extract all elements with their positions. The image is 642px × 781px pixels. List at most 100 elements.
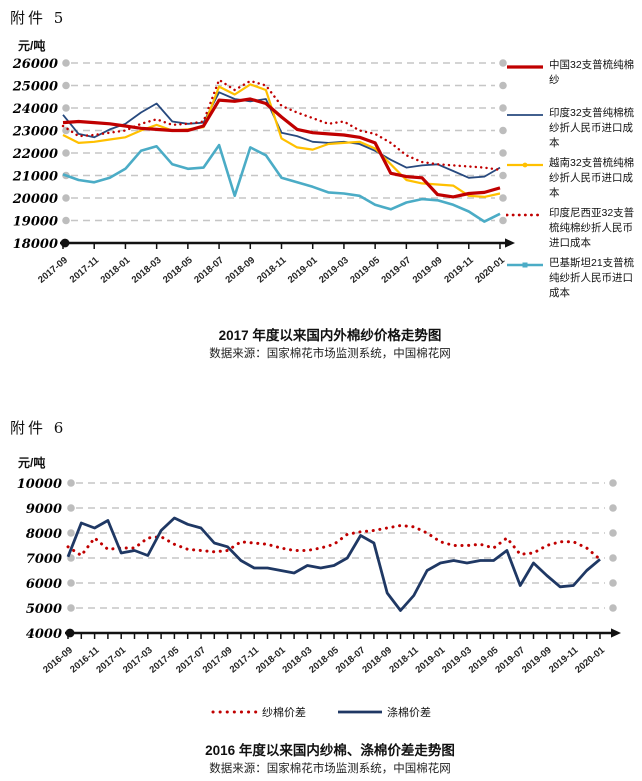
legend-line-sample [507, 162, 543, 168]
x-axis-label: 2016-09 [41, 645, 75, 676]
series-line-0 [62, 97, 501, 199]
gridline-right-dot [609, 554, 617, 562]
x-axis-label: 2017-09 [201, 645, 235, 676]
legend-label: 越南32支普梳纯棉纱折人民币进口成本 [549, 157, 635, 199]
y-axis-tick-label: 7000 [26, 552, 62, 567]
y-axis-tick-label: 5000 [26, 602, 62, 617]
y-axis-tick-label: 9000 [26, 502, 62, 517]
y-axis-tick-label: 20000 [12, 192, 58, 207]
gridline-right-dot [609, 479, 617, 487]
y-axis-tick-label: 18000 [13, 237, 58, 252]
legend-line-sample [507, 65, 543, 69]
legend-label: 涤棉价差 [387, 707, 431, 719]
gridline-right-dot [499, 216, 507, 225]
y-axis-tick-label: 8000 [26, 527, 62, 542]
legend-line-sample [338, 710, 382, 714]
chart1-title: 2017 年度以来国内外棉纱价格走势图 [218, 328, 442, 343]
x-axis-label: 2020-01 [473, 254, 507, 285]
axis-origin-dot [65, 628, 75, 638]
series-line-1 [62, 91, 501, 179]
chart2-unit-label: 元/吨 [18, 456, 46, 470]
x-axis-label: 2019-11 [442, 254, 476, 285]
legend-sample-marker [522, 262, 528, 268]
x-axis-arrow [505, 238, 515, 248]
legend-line-sample [506, 213, 544, 217]
chart1-unit-label: 元/吨 [18, 39, 46, 53]
x-axis-label: 2019-09 [411, 255, 445, 286]
gridline-right-dot [499, 194, 507, 202]
price-spread-line-chart: 100009000800070006000500040002016-092016… [17, 477, 621, 676]
chart2-legend: 纱棉价差 涤棉价差 [0, 704, 642, 720]
x-axis-label: 2018-07 [192, 255, 226, 286]
yarn-price-line-chart: 26000 25000 24000 23000 22000 21000 20000 19000… [12, 57, 515, 286]
legend-item: 越南32支普梳纯棉纱折人民币进口成本 [506, 156, 642, 201]
gridline-left-dot [67, 529, 75, 537]
x-axis-label: 2018-09 [223, 255, 257, 286]
y-axis-tick-label: 26000 [12, 57, 58, 72]
series-line-4 [62, 143, 501, 223]
legend-label: 纱棉价差 [262, 707, 306, 719]
gridline-left-dot [67, 604, 75, 612]
gridline-left-dot [62, 194, 70, 202]
gridline-left-dot [67, 479, 75, 487]
legend-item: 中国32支普梳纯棉纱 [506, 58, 642, 88]
x-axis-label: 2019-05 [348, 254, 382, 285]
axis-origin-dot [60, 238, 70, 248]
gridline-right-dot [499, 59, 507, 67]
legend-label: 印度尼西亚32支普梳纯棉纱折人民币进口成本 [549, 207, 635, 249]
x-axis-label: 2018-09 [360, 645, 394, 676]
y-axis-tick-label: 22000 [12, 147, 58, 162]
gridline-right-dot [609, 504, 617, 512]
gridline-right-dot [499, 171, 507, 180]
gridline-left-dot [62, 104, 70, 112]
x-axis-label: 2019-07 [379, 255, 413, 286]
y-axis-tick-label: 6000 [26, 577, 62, 592]
gridline-left-dot [62, 126, 70, 135]
gridline-left-dot [62, 216, 70, 225]
legend-label: 巴基斯坦21支普梳纯纱折人民币进口成本 [549, 257, 635, 299]
x-axis-label: 2017-11 [68, 254, 102, 285]
series-line-1 [66, 516, 601, 612]
gridline-left-dot [62, 81, 70, 90]
x-axis-label: 2018-11 [255, 254, 289, 285]
gridline-right-dot [499, 104, 507, 112]
gridline-right-dot [499, 149, 507, 157]
x-axis-label: 2019-01 [286, 254, 320, 285]
x-axis-label: 2018-05 [161, 254, 195, 285]
x-axis-label: 2017-09 [36, 255, 70, 286]
chart1-source: 数据来源：国家棉花市场监测系统，中国棉花网 [209, 348, 451, 360]
x-axis-label: 2018-01 [99, 254, 133, 285]
legend-line-sample [507, 114, 543, 116]
legend-label: 印度32支普纯棉梳纱折人民币进口成本 [549, 107, 635, 149]
x-axis-label: 2018-03 [130, 255, 164, 286]
legend-item: 印度32支普纯棉梳纱折人民币进口成本 [506, 106, 642, 151]
gridline-right-dot [609, 579, 617, 587]
attachment-5-heading: 附件 5 [10, 9, 67, 27]
legend-line-sample [507, 262, 543, 268]
y-axis-tick-label: 21000 [12, 169, 58, 184]
chart1-legend: 中国32支普梳纯棉纱印度32支普纯棉梳纱折人民币进口成本 越南32支普梳纯棉纱折人… [506, 56, 642, 328]
legend-item: 涤棉价差 [336, 704, 431, 720]
chart2-source: 数据来源：国家棉花市场监测系统，中国棉花网 [209, 763, 451, 775]
x-axis-label: 2020-01 [573, 644, 607, 675]
y-axis-tick-label: 4000 [26, 627, 62, 642]
y-axis-tick-label: 23000 [12, 124, 58, 139]
gridline-right-dot [499, 126, 507, 135]
legend-item: 巴基斯坦21支普梳纯纱折人民币进口成本 [506, 256, 642, 301]
gridline-right-dot [499, 81, 507, 90]
legend-sample-marker [522, 162, 528, 168]
series-line-2 [62, 83, 501, 198]
series-line-3 [61, 78, 502, 172]
legend-item: 印度尼西亚32支普梳纯棉纱折人民币进口成本 [506, 206, 642, 251]
attachment-6-heading: 附件 6 [10, 419, 67, 437]
legend-line-sample [211, 710, 259, 714]
y-axis-tick-label: 19000 [13, 214, 58, 229]
legend-label: 中国32支普梳纯棉纱 [549, 59, 635, 86]
legend-item: 纱棉价差 [211, 704, 306, 720]
y-axis-tick-label: 24000 [12, 102, 58, 117]
gridline-left-dot [62, 59, 70, 67]
gridline-right-dot [609, 529, 617, 537]
gridline-right-dot [609, 604, 617, 612]
y-axis-tick-label: 25000 [12, 79, 58, 94]
